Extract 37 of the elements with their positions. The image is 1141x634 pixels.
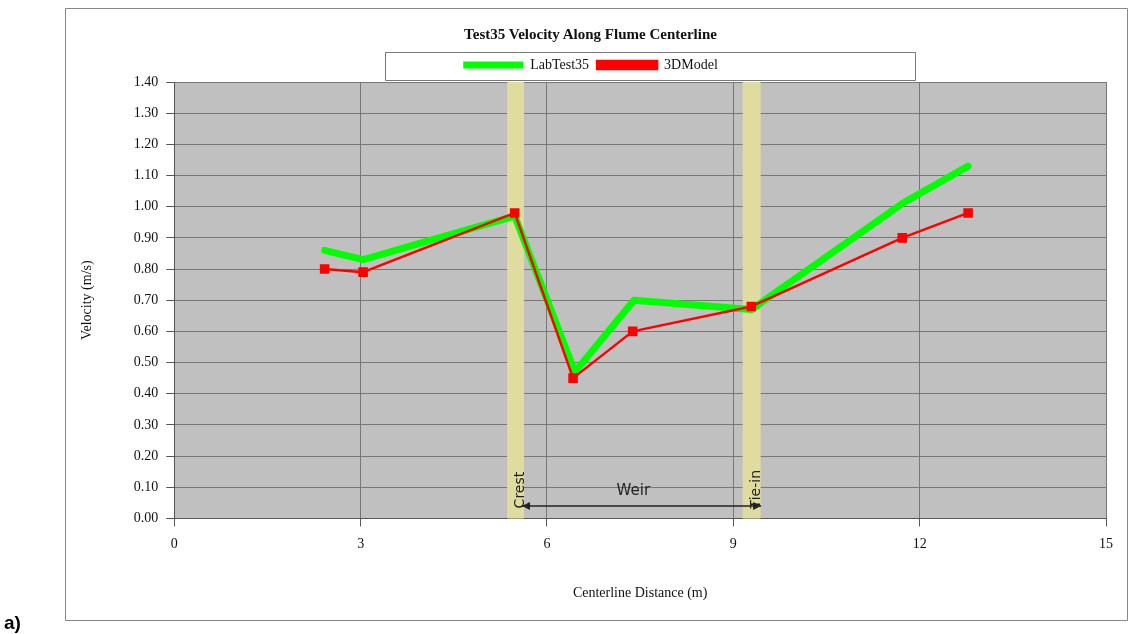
x-tick-label: 9 [729,536,737,552]
y-tick-label: 0.70 [133,291,159,307]
y-tick-label: 0.20 [133,447,159,463]
y-tick-label: 0.90 [133,229,159,245]
y-tick-label: 0.50 [133,354,159,370]
y-tick-label: 0.00 [133,510,159,526]
y-tick-label: 1.30 [133,104,159,120]
y-tick-label: 0.30 [133,416,159,432]
y-tick-label: 0.60 [133,323,159,339]
point [746,301,757,312]
y-tick-label: 1.00 [133,198,159,214]
point [319,264,330,274]
x-tick-label: 3 [357,536,365,552]
point [963,208,973,218]
x-tick-label: 0 [170,536,178,552]
point [897,233,908,243]
annotation: Weir [616,480,651,499]
y-tick-label: 0.10 [133,478,159,494]
y-tick-label: 1.40 [133,73,159,89]
y-tick-label: 0.40 [133,385,159,401]
x-tick-label: 6 [543,536,551,552]
legend-label: 3DModel [664,56,718,72]
x-axis-title: Centerline Distance (m) [572,585,708,602]
text: a) [4,612,21,634]
point [509,208,520,218]
point [358,267,368,277]
x-tick-label: 15 [1099,536,1113,552]
chart-title: Test35 Velocity Along Flume Centerline [464,25,718,42]
point [568,373,578,383]
x-tick-label: 12 [912,536,927,552]
point [627,326,638,337]
y-tick-label: 1.10 [133,167,159,183]
y-tick-label: 0.80 [133,260,159,276]
band-label: Crest [511,471,528,509]
y-tick-label: 1.20 [133,136,159,152]
legend-label: LabTest35 [530,56,590,72]
y-axis-title: Velocity (m/s) [79,260,96,341]
